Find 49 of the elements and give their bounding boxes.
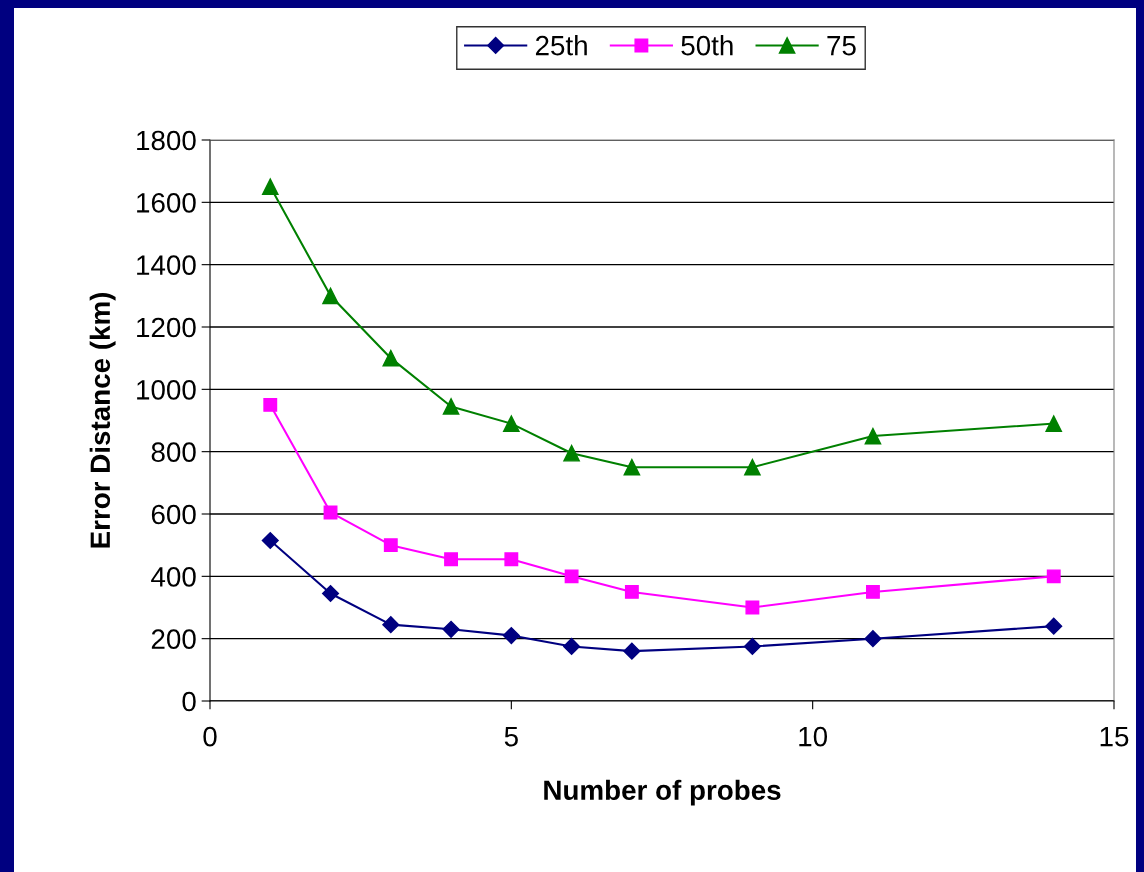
point: [623, 458, 641, 476]
point: [383, 538, 398, 553]
y-tick-label: 1400: [137, 255, 196, 276]
point: [864, 427, 882, 445]
point: [745, 600, 760, 615]
point: [623, 642, 641, 660]
point: [261, 531, 279, 550]
y-axis-title: Error Distance (km): [89, 292, 116, 548]
point: [263, 397, 278, 412]
legend-label: 25th: [535, 35, 587, 56]
point: [563, 637, 581, 656]
point: [564, 569, 579, 584]
y-tick-label: 1800: [137, 130, 196, 151]
point: [624, 584, 639, 599]
y-tick-label: 400: [151, 567, 196, 587]
point: [1046, 569, 1061, 584]
x-tick-label: 0: [203, 726, 217, 747]
point: [563, 444, 580, 462]
legend-label: 50th: [681, 35, 733, 56]
point: [442, 398, 460, 415]
point: [504, 552, 519, 567]
legend-label: 75: [827, 36, 856, 56]
point: [382, 349, 400, 367]
point: [261, 178, 279, 196]
point: [444, 552, 459, 567]
point: [865, 584, 880, 599]
x-tick-label: 15: [1100, 727, 1129, 747]
point: [1045, 617, 1063, 635]
y-tick-label: 1000: [137, 380, 196, 400]
x-tick-label: 10: [799, 726, 828, 747]
y-tick-label: 600: [151, 504, 196, 525]
point: [442, 620, 460, 638]
y-tick-label: 800: [151, 442, 196, 463]
point: [864, 630, 882, 648]
point: [323, 505, 338, 520]
y-tick-label: 1600: [137, 193, 196, 213]
y-tick-label: 200: [151, 629, 196, 650]
point: [502, 626, 520, 645]
point: [502, 415, 520, 432]
x-axis-title: Number of probes: [544, 779, 781, 806]
point: [382, 616, 400, 634]
y-tick-label: 1200: [137, 317, 196, 338]
point: [321, 584, 340, 603]
point: [1045, 415, 1063, 432]
point: [744, 458, 761, 476]
x-tick-label: 5: [504, 727, 518, 747]
y-tick-label: 0: [182, 691, 196, 712]
point: [322, 287, 339, 305]
point: [743, 637, 761, 656]
